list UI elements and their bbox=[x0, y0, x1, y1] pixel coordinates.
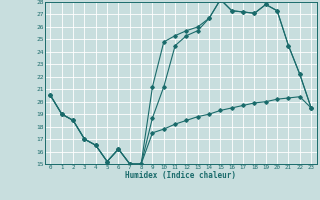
X-axis label: Humidex (Indice chaleur): Humidex (Indice chaleur) bbox=[125, 171, 236, 180]
